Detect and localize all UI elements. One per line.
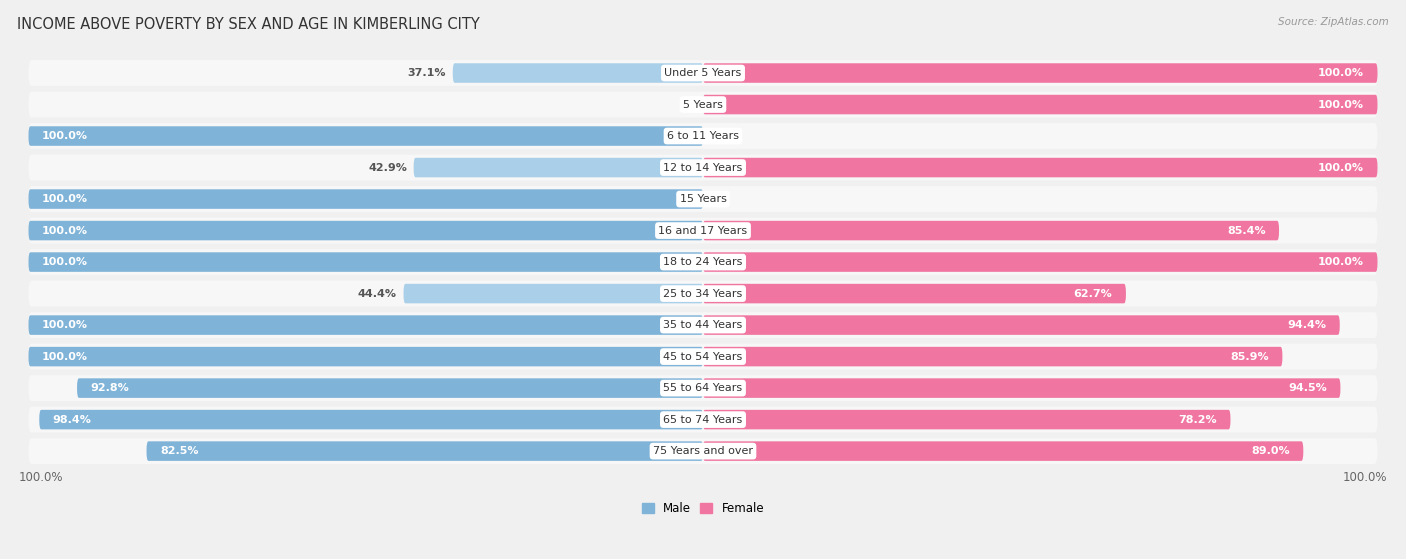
Text: 100.0%: 100.0% bbox=[42, 226, 89, 235]
Text: 100.0%: 100.0% bbox=[1317, 68, 1364, 78]
Text: 44.4%: 44.4% bbox=[357, 288, 396, 299]
Text: 92.8%: 92.8% bbox=[90, 383, 129, 393]
FancyBboxPatch shape bbox=[28, 123, 1378, 149]
Legend: Male, Female: Male, Female bbox=[637, 498, 769, 520]
Text: 5 Years: 5 Years bbox=[683, 100, 723, 110]
Text: 100.0%: 100.0% bbox=[1317, 257, 1364, 267]
FancyBboxPatch shape bbox=[703, 410, 1230, 429]
FancyBboxPatch shape bbox=[28, 407, 1378, 433]
Text: 16 and 17 Years: 16 and 17 Years bbox=[658, 226, 748, 235]
FancyBboxPatch shape bbox=[28, 217, 1378, 244]
Text: 82.5%: 82.5% bbox=[160, 446, 198, 456]
Text: 100.0%: 100.0% bbox=[42, 257, 89, 267]
Text: 94.4%: 94.4% bbox=[1288, 320, 1326, 330]
FancyBboxPatch shape bbox=[703, 442, 1303, 461]
FancyBboxPatch shape bbox=[703, 284, 1126, 304]
Text: 100.0%: 100.0% bbox=[42, 320, 89, 330]
Text: 100.0%: 100.0% bbox=[42, 352, 89, 362]
FancyBboxPatch shape bbox=[28, 186, 1378, 212]
FancyBboxPatch shape bbox=[703, 252, 1378, 272]
FancyBboxPatch shape bbox=[28, 249, 1378, 275]
Text: 98.4%: 98.4% bbox=[53, 415, 91, 425]
Text: INCOME ABOVE POVERTY BY SEX AND AGE IN KIMBERLING CITY: INCOME ABOVE POVERTY BY SEX AND AGE IN K… bbox=[17, 17, 479, 32]
Text: 89.0%: 89.0% bbox=[1251, 446, 1289, 456]
Text: 45 to 54 Years: 45 to 54 Years bbox=[664, 352, 742, 362]
Text: 100.0%: 100.0% bbox=[42, 194, 89, 204]
FancyBboxPatch shape bbox=[703, 221, 1279, 240]
FancyBboxPatch shape bbox=[28, 126, 703, 146]
FancyBboxPatch shape bbox=[28, 92, 1378, 117]
FancyBboxPatch shape bbox=[28, 315, 703, 335]
Text: 100.0%: 100.0% bbox=[1317, 100, 1364, 110]
FancyBboxPatch shape bbox=[703, 95, 1378, 114]
Text: 100.0%: 100.0% bbox=[18, 471, 63, 484]
Text: 65 to 74 Years: 65 to 74 Years bbox=[664, 415, 742, 425]
FancyBboxPatch shape bbox=[28, 438, 1378, 464]
FancyBboxPatch shape bbox=[39, 410, 703, 429]
FancyBboxPatch shape bbox=[28, 252, 703, 272]
Text: Under 5 Years: Under 5 Years bbox=[665, 68, 741, 78]
FancyBboxPatch shape bbox=[28, 221, 703, 240]
Text: 85.4%: 85.4% bbox=[1227, 226, 1265, 235]
FancyBboxPatch shape bbox=[28, 281, 1378, 306]
Text: 18 to 24 Years: 18 to 24 Years bbox=[664, 257, 742, 267]
FancyBboxPatch shape bbox=[28, 375, 1378, 401]
Text: 35 to 44 Years: 35 to 44 Years bbox=[664, 320, 742, 330]
FancyBboxPatch shape bbox=[703, 378, 1340, 398]
FancyBboxPatch shape bbox=[28, 312, 1378, 338]
Text: 25 to 34 Years: 25 to 34 Years bbox=[664, 288, 742, 299]
FancyBboxPatch shape bbox=[703, 315, 1340, 335]
Text: 42.9%: 42.9% bbox=[368, 163, 406, 173]
Text: 37.1%: 37.1% bbox=[408, 68, 446, 78]
Text: 62.7%: 62.7% bbox=[1074, 288, 1112, 299]
FancyBboxPatch shape bbox=[703, 158, 1378, 177]
FancyBboxPatch shape bbox=[77, 378, 703, 398]
FancyBboxPatch shape bbox=[28, 344, 1378, 369]
Text: 94.5%: 94.5% bbox=[1288, 383, 1327, 393]
FancyBboxPatch shape bbox=[28, 347, 703, 366]
Text: 12 to 14 Years: 12 to 14 Years bbox=[664, 163, 742, 173]
FancyBboxPatch shape bbox=[404, 284, 703, 304]
FancyBboxPatch shape bbox=[28, 60, 1378, 86]
Text: 85.9%: 85.9% bbox=[1230, 352, 1268, 362]
Text: 6 to 11 Years: 6 to 11 Years bbox=[666, 131, 740, 141]
FancyBboxPatch shape bbox=[703, 63, 1378, 83]
Text: 100.0%: 100.0% bbox=[42, 131, 89, 141]
Text: Source: ZipAtlas.com: Source: ZipAtlas.com bbox=[1278, 17, 1389, 27]
Text: 55 to 64 Years: 55 to 64 Years bbox=[664, 383, 742, 393]
FancyBboxPatch shape bbox=[28, 190, 703, 209]
FancyBboxPatch shape bbox=[28, 155, 1378, 181]
FancyBboxPatch shape bbox=[413, 158, 703, 177]
Text: 15 Years: 15 Years bbox=[679, 194, 727, 204]
FancyBboxPatch shape bbox=[703, 347, 1282, 366]
Text: 100.0%: 100.0% bbox=[1317, 163, 1364, 173]
Text: 78.2%: 78.2% bbox=[1178, 415, 1218, 425]
FancyBboxPatch shape bbox=[146, 442, 703, 461]
Text: 75 Years and over: 75 Years and over bbox=[652, 446, 754, 456]
FancyBboxPatch shape bbox=[453, 63, 703, 83]
Text: 100.0%: 100.0% bbox=[1343, 471, 1388, 484]
